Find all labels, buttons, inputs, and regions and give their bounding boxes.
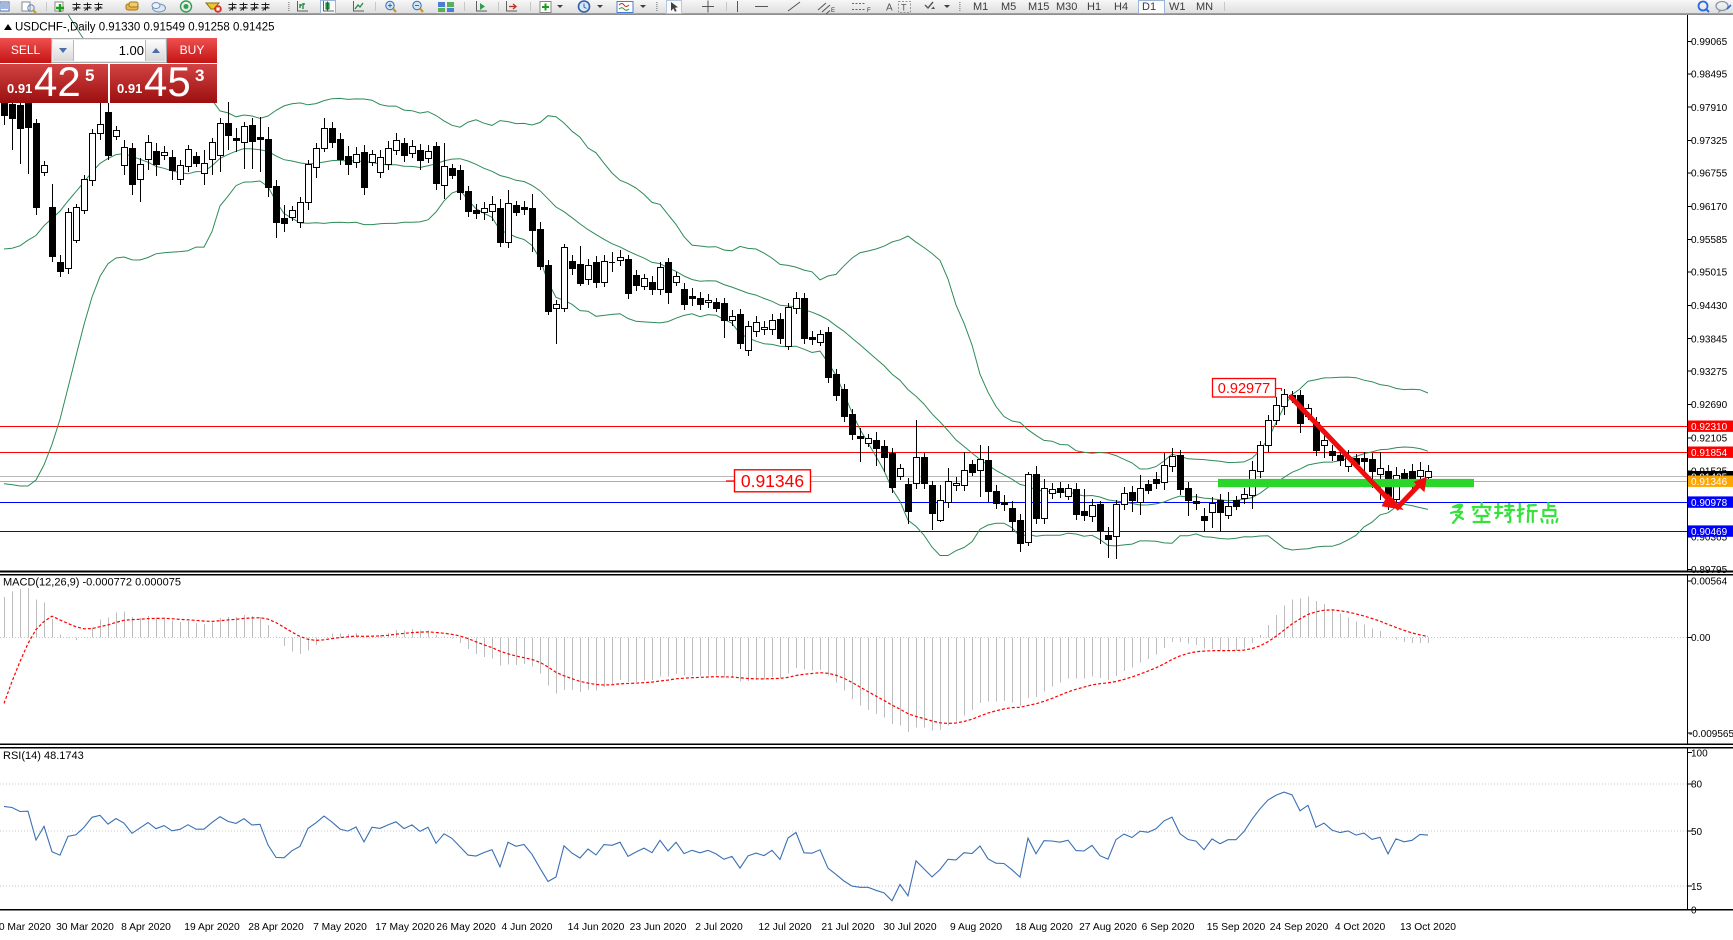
svg-text:0.90978: 0.90978 <box>1691 498 1728 509</box>
svg-text:21 Jul 2020: 21 Jul 2020 <box>821 922 875 933</box>
svg-text:0.95585: 0.95585 <box>1691 235 1728 246</box>
svg-text:17 May 2020: 17 May 2020 <box>375 922 435 933</box>
svg-text:0.91854: 0.91854 <box>1691 448 1728 459</box>
svg-text:20 Mar 2020: 20 Mar 2020 <box>0 922 51 933</box>
svg-text:0.92310: 0.92310 <box>1691 422 1728 433</box>
svg-text:0: 0 <box>1691 905 1697 916</box>
svg-text:USDCHF-,Daily 0.91330 0.91549: USDCHF-,Daily 0.91330 0.91549 0.91258 0.… <box>15 22 275 34</box>
svg-text:50: 50 <box>1691 827 1703 838</box>
svg-text:MN: MN <box>1196 1 1213 13</box>
svg-text:M5: M5 <box>1001 1 1016 13</box>
svg-text:0.92690: 0.92690 <box>1691 400 1728 411</box>
svg-text:0.92105: 0.92105 <box>1691 433 1728 444</box>
svg-text:27 Aug 2020: 27 Aug 2020 <box>1079 922 1137 933</box>
svg-text:0.89795: 0.89795 <box>1691 565 1728 576</box>
svg-text:4 Oct 2020: 4 Oct 2020 <box>1335 922 1386 933</box>
svg-text:18 Aug 2020: 18 Aug 2020 <box>1015 922 1073 933</box>
svg-text:12 Jul 2020: 12 Jul 2020 <box>758 922 812 933</box>
svg-text:28 Apr 2020: 28 Apr 2020 <box>248 922 304 933</box>
svg-text:13 Oct 2020: 13 Oct 2020 <box>1400 922 1456 933</box>
svg-text:E: E <box>831 8 835 14</box>
svg-text:RSI(14) 48.1743: RSI(14) 48.1743 <box>3 750 84 762</box>
svg-text:W1: W1 <box>1169 1 1186 13</box>
svg-text:23 Jun 2020: 23 Jun 2020 <box>630 922 687 933</box>
svg-text:0.90469: 0.90469 <box>1691 527 1728 538</box>
svg-text:H4: H4 <box>1114 1 1128 13</box>
svg-text:H1: H1 <box>1087 1 1101 13</box>
svg-text:M1: M1 <box>973 1 988 13</box>
svg-text:0.92977: 0.92977 <box>1218 381 1270 397</box>
svg-text:8 Apr 2020: 8 Apr 2020 <box>121 922 171 933</box>
svg-text:2 Jul 2020: 2 Jul 2020 <box>695 922 743 933</box>
svg-text:F: F <box>867 8 871 14</box>
svg-text:24 Sep 2020: 24 Sep 2020 <box>1270 922 1329 933</box>
svg-text:80: 80 <box>1691 780 1703 791</box>
svg-text:4 Jun 2020: 4 Jun 2020 <box>502 922 553 933</box>
svg-text:0.93275: 0.93275 <box>1691 367 1728 378</box>
svg-text:15: 15 <box>1691 882 1703 893</box>
svg-text:A: A <box>886 3 893 14</box>
svg-text:9 Aug 2020: 9 Aug 2020 <box>950 922 1002 933</box>
svg-text:0.91346: 0.91346 <box>741 471 804 491</box>
svg-text:0.91346: 0.91346 <box>1691 477 1728 488</box>
svg-text:0.00: 0.00 <box>1691 633 1711 644</box>
svg-text:7 May 2020: 7 May 2020 <box>313 922 367 933</box>
svg-text:0.93845: 0.93845 <box>1691 334 1728 345</box>
svg-text:0.95015: 0.95015 <box>1691 268 1728 279</box>
svg-text:0.00564: 0.00564 <box>1691 577 1728 588</box>
svg-text:26 May 2020: 26 May 2020 <box>436 922 496 933</box>
svg-text:19 Apr 2020: 19 Apr 2020 <box>184 922 240 933</box>
svg-text:T: T <box>901 3 907 13</box>
svg-text:100: 100 <box>1691 748 1708 759</box>
svg-text:6 Sep 2020: 6 Sep 2020 <box>1142 922 1195 933</box>
svg-text:0.97910: 0.97910 <box>1691 103 1728 114</box>
svg-text:0.97325: 0.97325 <box>1691 136 1728 147</box>
svg-text:0.98495: 0.98495 <box>1691 70 1728 81</box>
svg-text:M30: M30 <box>1056 1 1077 13</box>
svg-text:0.99065: 0.99065 <box>1691 37 1728 48</box>
svg-text:0.94430: 0.94430 <box>1691 301 1728 312</box>
svg-text:D1: D1 <box>1142 1 1156 13</box>
svg-text:M15: M15 <box>1028 1 1049 13</box>
svg-text:30 Jul 2020: 30 Jul 2020 <box>883 922 937 933</box>
svg-text:-0.009565: -0.009565 <box>1689 729 1733 740</box>
svg-text:30 Mar 2020: 30 Mar 2020 <box>56 922 114 933</box>
svg-text:0.96755: 0.96755 <box>1691 169 1728 180</box>
svg-text:14 Jun 2020: 14 Jun 2020 <box>568 922 625 933</box>
svg-text:15 Sep 2020: 15 Sep 2020 <box>1207 922 1266 933</box>
svg-text:0.96170: 0.96170 <box>1691 202 1728 213</box>
svg-text:0.90365: 0.90365 <box>1691 533 1728 544</box>
svg-text:MACD(12,26,9) -0.000772 0.0000: MACD(12,26,9) -0.000772 0.000075 <box>3 577 181 589</box>
